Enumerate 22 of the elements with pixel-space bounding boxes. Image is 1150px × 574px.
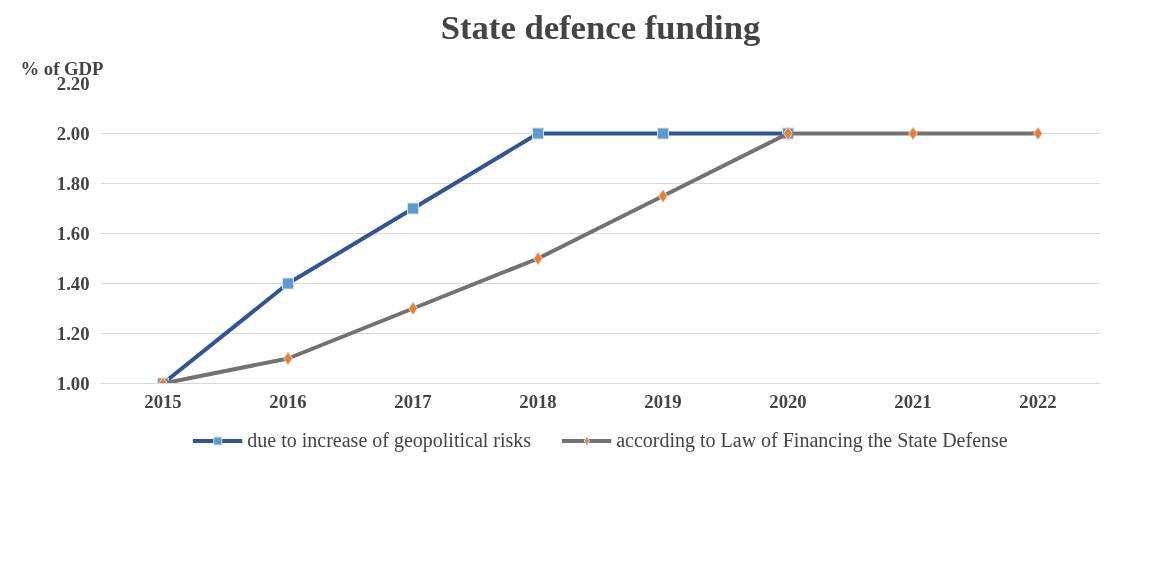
x-tick-label: 2021	[894, 390, 932, 412]
y-tick-label: 1.60	[56, 223, 90, 244]
chart-title: State defence funding	[440, 7, 761, 46]
point	[282, 277, 294, 290]
y-tick-label: 1.20	[56, 323, 90, 344]
y-tick-label: 1.40	[56, 273, 90, 294]
legend-label: according to Law of Financing the State Defense	[616, 428, 1008, 452]
y-tick-label: 1.00	[56, 373, 90, 394]
point	[657, 127, 669, 140]
y-tick-label: 1.80	[56, 173, 90, 194]
x-tick-label: 2020	[769, 390, 807, 412]
point	[658, 189, 668, 203]
x-tick-label: 2018	[519, 390, 557, 412]
x-tick-label: 2019	[644, 390, 682, 412]
x-tick-label: 2016	[269, 390, 307, 412]
x-tick-label: 2015	[144, 390, 182, 412]
y-tick-label: 2.00	[56, 123, 90, 144]
x-tick-label: 2017	[394, 390, 432, 412]
legend-label: due to increase of geopolitical risks	[247, 428, 532, 452]
point	[407, 202, 419, 215]
point	[532, 127, 544, 140]
x-tick-label: 2022	[1019, 390, 1057, 412]
